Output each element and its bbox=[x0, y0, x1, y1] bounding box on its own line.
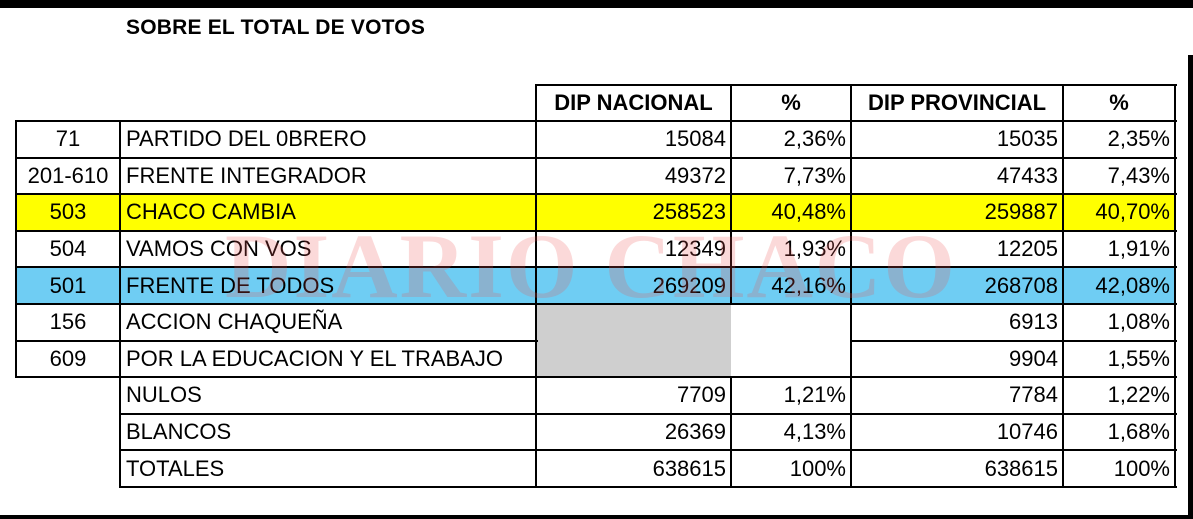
provincial-votes-cell: 268708 bbox=[851, 267, 1063, 304]
list-number-cell: 201-610 bbox=[27, 162, 109, 188]
nacional-votes-cell: 638615 bbox=[652, 455, 726, 481]
list-name-cell: FRENTE DE TODOS bbox=[120, 267, 536, 304]
empty-nacional-pct-cell bbox=[731, 304, 851, 341]
right-border bbox=[1188, 55, 1193, 515]
list-number-cell: 71 bbox=[55, 126, 81, 152]
provincial-votes-cell: 638615 bbox=[984, 455, 1058, 481]
provincial-votes-cell: 47433 bbox=[996, 162, 1058, 188]
provincial-votes-cell: 15035 bbox=[996, 126, 1058, 152]
nacional-pct-cell: 2,36% bbox=[783, 126, 846, 152]
provincial-votes-cell: 7784 bbox=[1009, 382, 1058, 408]
provincial-pct-cell: 1,22% bbox=[1107, 382, 1170, 408]
provincial-votes-cell: 9904 bbox=[1009, 345, 1058, 371]
header-pct-provincial: % bbox=[1109, 90, 1129, 115]
header-pct-nacional: % bbox=[781, 90, 801, 115]
nacional-votes-cell: 12349 bbox=[664, 236, 726, 262]
provincial-pct-cell: 42,08% bbox=[1063, 267, 1175, 304]
col-line-nacional bbox=[535, 84, 537, 488]
col-line-name bbox=[119, 120, 121, 488]
nacional-pct-cell: 1,21% bbox=[783, 382, 846, 408]
list-name-cell: CHACO CAMBIA bbox=[120, 194, 536, 231]
row-line bbox=[16, 339, 538, 342]
list-number-cell: 501 bbox=[16, 267, 120, 304]
list-name-cell: TOTALES bbox=[126, 455, 225, 481]
nacional-pct-cell: 7,73% bbox=[783, 162, 846, 188]
provincial-pct-cell: 2,35% bbox=[1107, 126, 1170, 152]
nacional-pct-cell: 42,16% bbox=[731, 267, 851, 304]
row-line bbox=[120, 449, 1177, 452]
provincial-pct-cell: 40,70% bbox=[1063, 194, 1175, 231]
nacional-votes-cell: 15084 bbox=[664, 126, 726, 152]
table-title: SOBRE EL TOTAL DE VOTOS bbox=[126, 16, 426, 39]
row-line bbox=[16, 156, 1177, 159]
col-line-provincial bbox=[850, 84, 852, 488]
header-top-line bbox=[536, 84, 1177, 86]
list-number-cell bbox=[16, 377, 120, 414]
row-line bbox=[851, 339, 1177, 342]
provincial-pct-cell: 1,68% bbox=[1107, 419, 1170, 445]
col-line-left bbox=[15, 120, 17, 379]
list-name-cell: NULOS bbox=[126, 382, 202, 408]
list-number-cell: 609 bbox=[49, 345, 87, 371]
provincial-pct-cell: 1,55% bbox=[1107, 345, 1170, 371]
list-name-cell: POR LA EDUCACION Y EL TRABAJO bbox=[126, 345, 503, 371]
nacional-pct-cell: 100% bbox=[789, 455, 846, 481]
provincial-votes-cell: 259887 bbox=[851, 194, 1063, 231]
row-line bbox=[16, 193, 1177, 196]
col-line-nac-pct bbox=[730, 84, 732, 305]
list-number-cell: 503 bbox=[16, 194, 120, 231]
row-line bbox=[16, 303, 1177, 305]
provincial-pct-cell: 1,08% bbox=[1107, 309, 1170, 335]
provincial-votes-cell: 6913 bbox=[1009, 309, 1058, 335]
header-bottom-line bbox=[16, 120, 1177, 122]
col-line-right bbox=[1174, 84, 1176, 488]
list-name-cell: ACCION CHAQUEÑA bbox=[126, 309, 343, 335]
nacional-votes-cell: 26369 bbox=[664, 419, 726, 445]
nacional-pct-cell: 1,93% bbox=[783, 236, 846, 262]
provincial-pct-cell: 100% bbox=[1113, 455, 1170, 481]
row-line bbox=[16, 266, 1177, 269]
list-number-cell bbox=[16, 450, 120, 487]
list-name-cell: VAMOS CON VOS bbox=[126, 236, 312, 262]
row-line bbox=[16, 229, 1177, 232]
list-name-cell: BLANCOS bbox=[126, 419, 232, 445]
empty-nacional-cell bbox=[536, 340, 731, 378]
list-name-cell: FRENTE INTEGRADOR bbox=[126, 162, 367, 188]
header-dip-provincial: DIP PROVINCIAL bbox=[867, 90, 1047, 115]
empty-nacional-pct-cell bbox=[731, 341, 851, 378]
nacional-votes-cell: 49372 bbox=[664, 162, 726, 188]
bottom-border bbox=[0, 515, 1193, 519]
empty-nacional-cell bbox=[536, 304, 731, 341]
col-line-prov-pct bbox=[1062, 84, 1064, 488]
col-line-nac-pct bbox=[730, 376, 732, 488]
list-number-cell bbox=[16, 414, 120, 451]
row-line bbox=[120, 412, 1177, 415]
header-dip-nacional: DIP NACIONAL bbox=[554, 90, 713, 115]
row-line bbox=[120, 486, 1177, 488]
provincial-pct-cell: 1,91% bbox=[1107, 236, 1170, 262]
top-border bbox=[0, 0, 1193, 8]
list-number-cell: 156 bbox=[49, 309, 87, 335]
nacional-votes-cell: 258523 bbox=[536, 194, 731, 231]
provincial-votes-cell: 12205 bbox=[996, 236, 1058, 262]
nacional-pct-cell: 40,48% bbox=[731, 194, 851, 231]
provincial-votes-cell: 10746 bbox=[996, 419, 1058, 445]
list-name-cell: PARTIDO DEL 0BRERO bbox=[126, 126, 367, 152]
provincial-pct-cell: 7,43% bbox=[1107, 162, 1170, 188]
row-line bbox=[16, 376, 1177, 379]
nacional-votes-cell: 7709 bbox=[677, 382, 726, 408]
nacional-votes-cell: 269209 bbox=[536, 267, 731, 304]
list-number-cell: 504 bbox=[49, 236, 87, 262]
nacional-pct-cell: 4,13% bbox=[783, 419, 846, 445]
